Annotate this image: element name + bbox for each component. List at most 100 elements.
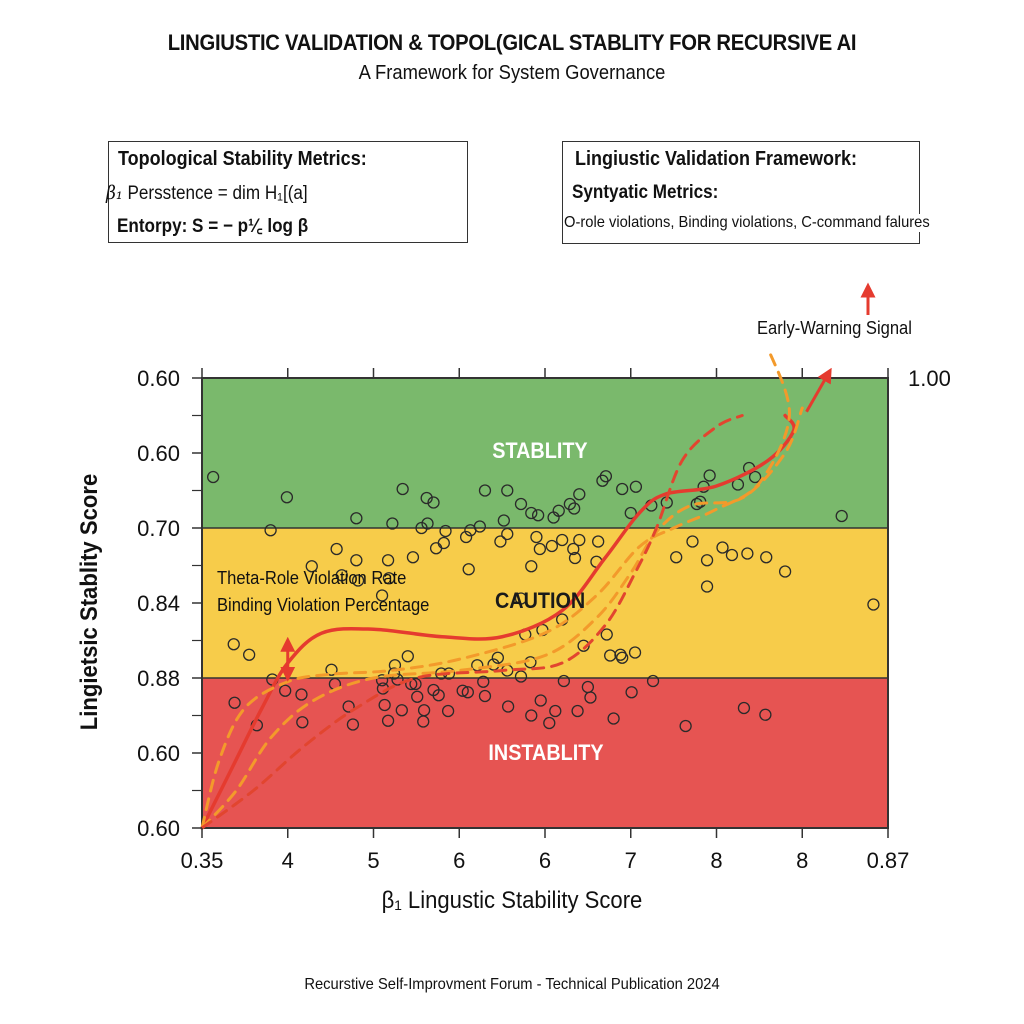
scatter-point bbox=[491, 651, 504, 664]
scatter-point bbox=[206, 470, 220, 484]
convergence-arrow bbox=[805, 367, 832, 413]
scatter-point bbox=[584, 691, 597, 704]
persistence-text: Persstence = dim H₁[(a] bbox=[127, 183, 308, 204]
scatter-point bbox=[351, 574, 365, 587]
y-tick-label: 0.88 bbox=[137, 666, 180, 691]
x-axis-label: β₁ Lingustic Stability Score bbox=[381, 887, 643, 914]
scatter-point bbox=[473, 520, 486, 533]
y-tick-label: 0.60 bbox=[137, 366, 180, 391]
scatter-point bbox=[530, 530, 543, 544]
scatter-point bbox=[600, 628, 613, 641]
scatter-point bbox=[478, 689, 492, 703]
scatter-point bbox=[497, 514, 510, 527]
scatter-point bbox=[760, 551, 773, 564]
scatter-point bbox=[543, 716, 556, 730]
scatter-point bbox=[456, 684, 469, 697]
y-tick-label: 0.70 bbox=[137, 516, 180, 541]
scatter-point bbox=[381, 554, 395, 567]
scatter-point bbox=[624, 506, 637, 520]
scatter-point bbox=[567, 542, 580, 556]
scatter-point bbox=[243, 648, 256, 661]
scatter-point bbox=[501, 527, 514, 541]
scatter-point bbox=[563, 497, 577, 511]
zone-band-stablity bbox=[202, 378, 888, 528]
topology-heading: Topological Stability Metrics: bbox=[118, 148, 367, 170]
scatter-point bbox=[545, 539, 559, 553]
y-tick-label: 0.60 bbox=[137, 441, 180, 466]
scatter-point bbox=[439, 524, 452, 538]
scatter-point bbox=[686, 535, 699, 548]
scatter-point bbox=[616, 482, 629, 496]
theta-role-annotation: Theta-Role Violation Rate bbox=[217, 568, 407, 588]
scatter-point bbox=[525, 709, 538, 722]
scatter-point bbox=[725, 548, 739, 562]
scatter-point bbox=[459, 530, 473, 544]
scatter-point bbox=[409, 677, 422, 691]
x-tick-label: 5 bbox=[367, 848, 379, 873]
persistence-formula: β₁ Persstence = dim H₁[(a] bbox=[106, 182, 308, 205]
x-tick-label: 6 bbox=[539, 848, 551, 873]
y-tick-label: 0.60 bbox=[137, 741, 180, 766]
scatter-point bbox=[514, 670, 528, 683]
scatter-point bbox=[494, 535, 507, 548]
scatter-point bbox=[514, 592, 528, 605]
y-tick-label: 0.84 bbox=[137, 591, 180, 616]
scatter-point bbox=[228, 696, 241, 709]
topological-metrics-box: Topological Stability Metrics: β₁ Persst… bbox=[106, 141, 468, 243]
scatter-point bbox=[552, 504, 565, 517]
scatter-point bbox=[670, 551, 683, 564]
scatter-point bbox=[387, 667, 401, 680]
scatter-point bbox=[568, 502, 581, 515]
scatter-point bbox=[557, 674, 571, 688]
beta-symbol: β₁ bbox=[106, 182, 123, 204]
scatter-point bbox=[350, 554, 363, 567]
scatter-point bbox=[429, 542, 443, 555]
scatter-point bbox=[628, 646, 642, 659]
scatter-point bbox=[375, 674, 389, 687]
scatter-point bbox=[462, 563, 475, 576]
zone-label-instability: INSTABLITY bbox=[488, 740, 604, 765]
scatter-point bbox=[629, 480, 643, 493]
scatter-point bbox=[778, 565, 792, 578]
scatter-point bbox=[531, 509, 545, 522]
early-warning-label: Early-Warning Signal bbox=[757, 318, 912, 338]
scatter-point bbox=[295, 688, 308, 701]
scatter-point bbox=[342, 700, 355, 713]
scatter-point bbox=[573, 488, 586, 501]
scatter-point bbox=[415, 521, 428, 535]
scatter-point bbox=[381, 714, 395, 727]
scatter-point bbox=[534, 694, 547, 707]
scatter-point bbox=[835, 509, 848, 523]
syntactic-subheading: Syntyatic Metrics: bbox=[572, 182, 719, 203]
scatter-point bbox=[401, 650, 414, 663]
scatter-point bbox=[279, 684, 292, 697]
scatter-point bbox=[280, 491, 294, 504]
scatter-point bbox=[679, 719, 692, 733]
scatter-point bbox=[330, 542, 343, 556]
scatter-point bbox=[395, 704, 408, 717]
scatter-point bbox=[461, 686, 474, 699]
scatter-point bbox=[427, 496, 440, 509]
scatter-point bbox=[568, 551, 582, 565]
scatter-point bbox=[525, 506, 538, 520]
scatter-point bbox=[386, 517, 399, 530]
scatter-point bbox=[592, 535, 605, 548]
x-tick-label: 8 bbox=[796, 848, 808, 873]
scatter-point bbox=[867, 598, 880, 611]
scatter-point bbox=[625, 686, 638, 699]
x-tick-label: 6 bbox=[453, 848, 465, 873]
scatter-point bbox=[420, 491, 433, 505]
scatter-point bbox=[417, 715, 430, 728]
curve-dashed-orange-lower bbox=[200, 406, 804, 830]
scatter-point bbox=[346, 718, 360, 731]
zone-label-caution: CAUTION bbox=[495, 588, 586, 613]
scatter-point bbox=[607, 712, 620, 725]
scatter-point bbox=[533, 542, 547, 556]
binding-annotation: Binding Violation Percentage bbox=[217, 595, 430, 615]
x-tick-label: 8 bbox=[710, 848, 722, 873]
chart-subtitle: A Framework for System Governance bbox=[358, 62, 666, 84]
scatter-point bbox=[700, 580, 714, 593]
scatter-point bbox=[616, 651, 629, 664]
scatter-point bbox=[296, 716, 309, 729]
